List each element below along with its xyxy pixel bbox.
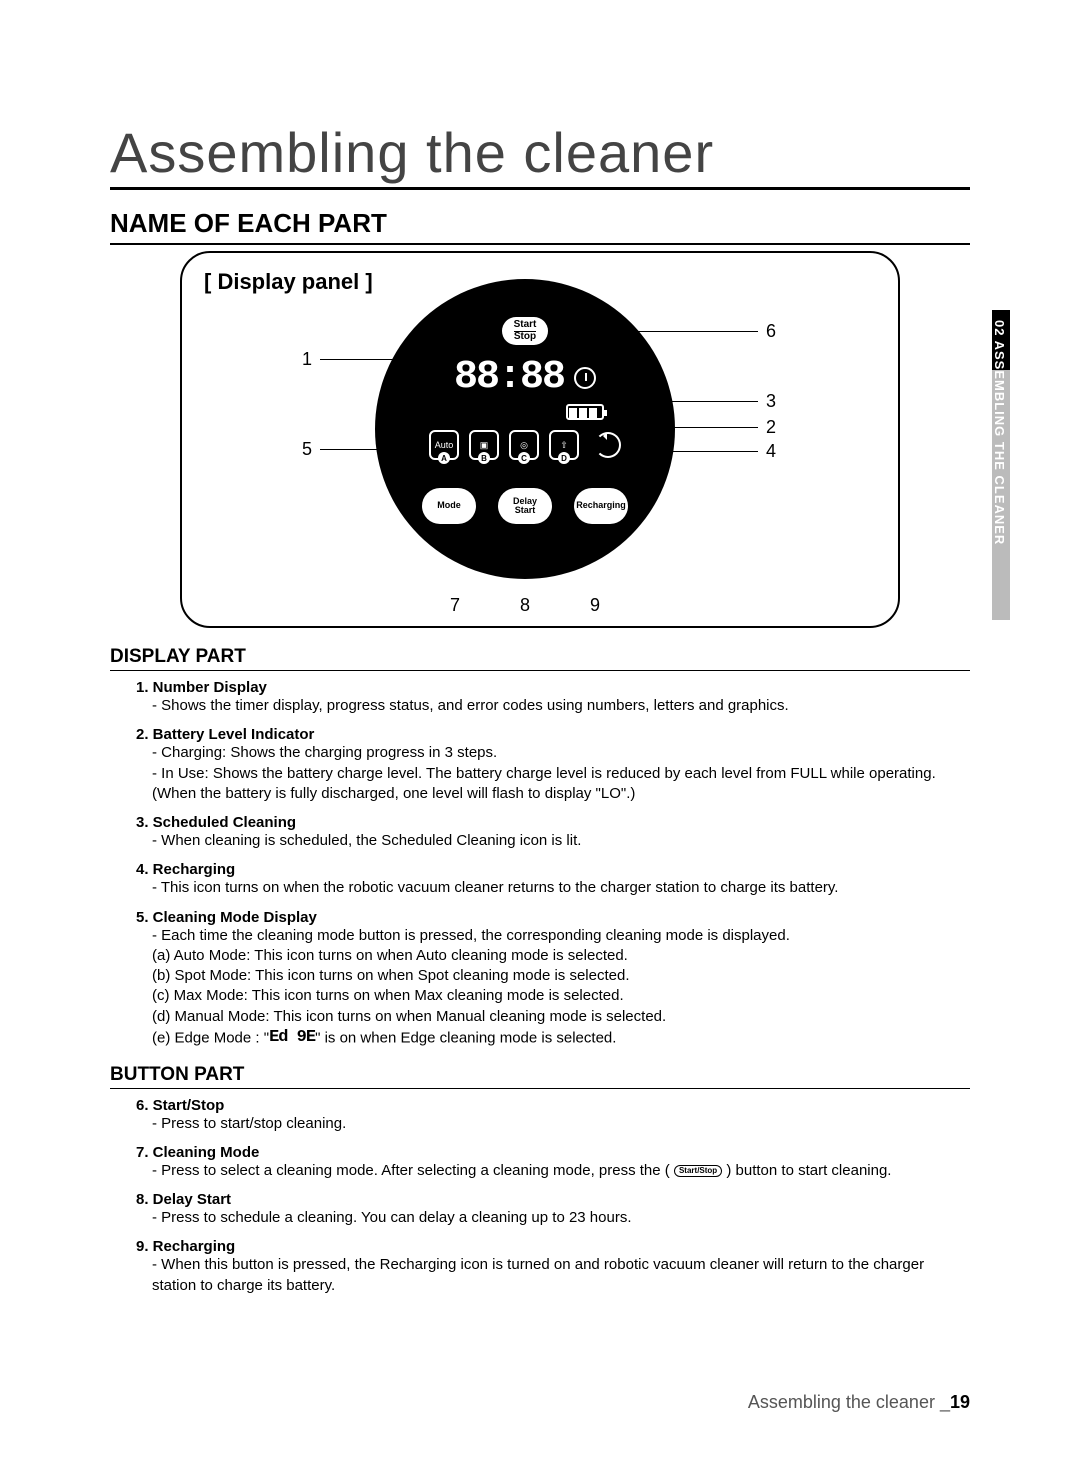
start-label: Start [514, 319, 537, 330]
schedule-icon [574, 367, 596, 389]
delay-start-button[interactable]: DelayStart [498, 488, 552, 524]
chapter-tab: 02 ASSEMBLING THE CLEANER [992, 310, 1010, 620]
number-display: 88:88 [454, 355, 596, 400]
mode-spot-icon: ▣ B [469, 430, 499, 460]
edge-mode-line: (e) Edge Mode : "Ed 9E" is on when Edge … [152, 1027, 970, 1050]
callout-8: 8 [520, 595, 530, 616]
mode-auto-icon: Auto A [429, 430, 459, 460]
item-battery-level: 2. Battery Level Indicator - Charging: S… [110, 726, 970, 804]
battery-icon [566, 404, 604, 420]
mode-button[interactable]: Mode [422, 488, 476, 524]
callout-7: 7 [450, 595, 460, 616]
mode-manual-icon: ⇧ D [549, 430, 579, 460]
item-delay-start: 8. Delay Start - Press to schedule a cle… [110, 1191, 970, 1228]
callout-9: 9 [590, 595, 600, 616]
item-number-display: 1. Number Display - Shows the timer disp… [110, 679, 970, 716]
section-heading: NAME OF EACH PART [110, 208, 970, 245]
page-footer: Assembling the cleaner _19 [748, 1392, 970, 1413]
device-button-row: Mode DelayStart Recharging [422, 488, 628, 524]
stop-label: Stop [514, 331, 536, 342]
callout-1: 1 [302, 349, 312, 370]
page-title: Assembling the cleaner [110, 120, 970, 190]
item-start-stop: 6. Start/Stop - Press to start/stop clea… [110, 1097, 970, 1134]
item-cleaning-mode-display: 5. Cleaning Mode Display - Each time the… [110, 909, 970, 1050]
page-number: 19 [950, 1392, 970, 1412]
start-stop-button[interactable]: Start Stop [502, 317, 549, 345]
display-part-heading: DISPLAY PART [110, 646, 970, 671]
item-scheduled-cleaning: 3. Scheduled Cleaning - When cleaning is… [110, 814, 970, 851]
mode-icon-row: Auto A ▣ B ◎ C ⇧ D [429, 430, 621, 460]
callout-5: 5 [302, 439, 312, 460]
start-stop-pill-icon: Start/Stop [674, 1165, 722, 1177]
callout-6: 6 [766, 321, 776, 342]
recharging-button[interactable]: Recharging [574, 488, 628, 524]
bottom-callouts: 7 8 9 [202, 595, 848, 616]
callout-2: 2 [766, 417, 776, 438]
callout-3: 3 [766, 391, 776, 412]
callout-4: 4 [766, 441, 776, 462]
mode-max-icon: ◎ C [509, 430, 539, 460]
item-recharging-display: 4. Recharging - This icon turns on when … [110, 861, 970, 898]
chapter-tab-label: 02 ASSEMBLING THE CLEANER [992, 320, 1007, 545]
item-recharging-btn: 9. Recharging - When this button is pres… [110, 1238, 970, 1296]
button-part-heading: BUTTON PART [110, 1064, 970, 1089]
recharge-icon [595, 432, 621, 458]
device-display: Start Stop 88:88 Auto A ▣ B ◎ C [375, 279, 675, 579]
display-panel-figure: [ Display panel ] 1 5 6 3 2 4 Start Stop… [180, 251, 900, 628]
seg-digits: 88:88 [454, 355, 564, 400]
item-cleaning-mode-btn: 7. Cleaning Mode - Press to select a cle… [110, 1144, 970, 1181]
edge-seg-icon: Ed 9E [269, 1028, 315, 1047]
